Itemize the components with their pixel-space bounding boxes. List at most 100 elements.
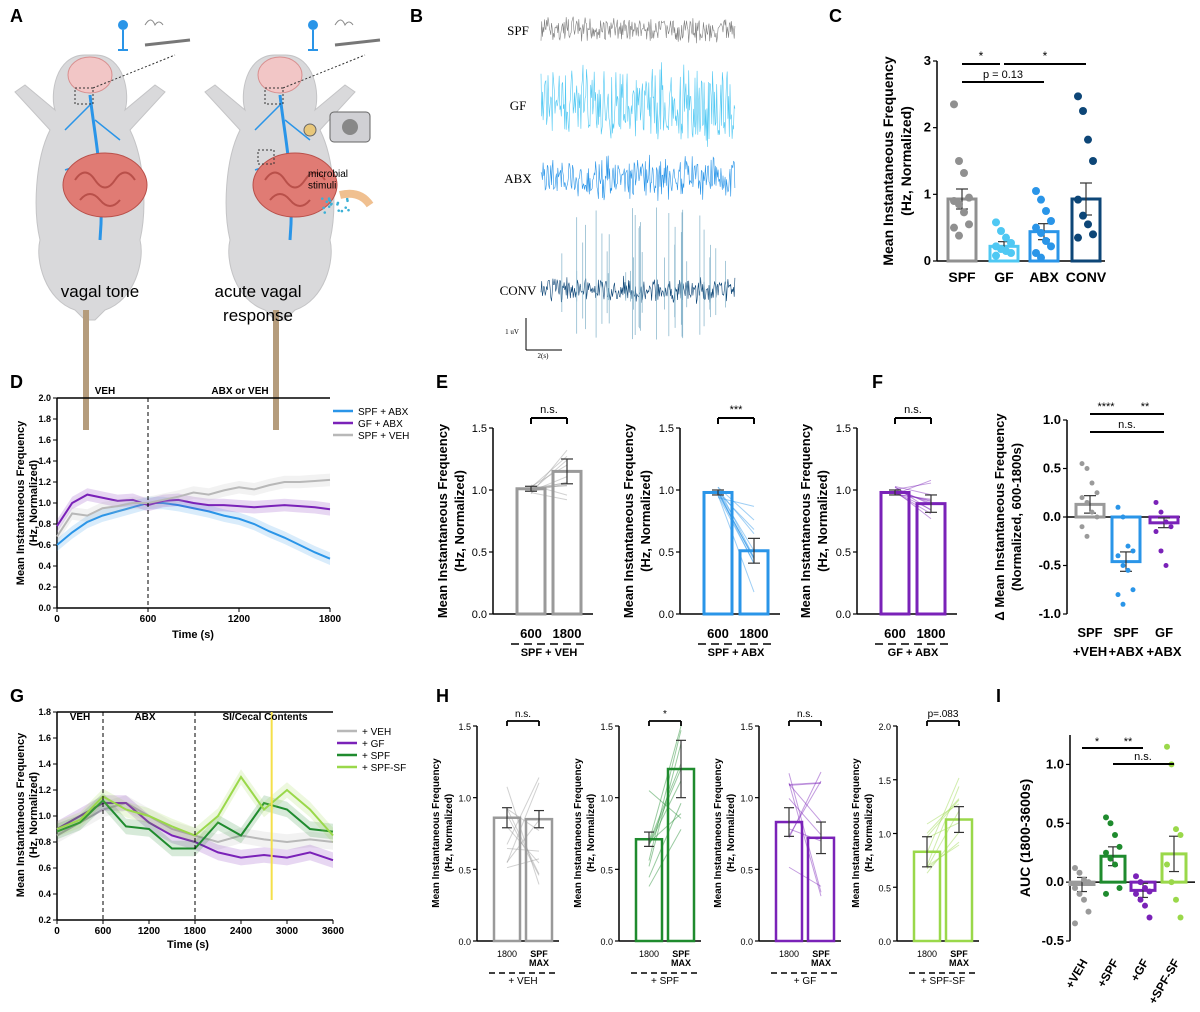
data-point	[965, 220, 973, 228]
label-line: MAX	[529, 958, 549, 968]
y-tick-label: 1.5	[659, 423, 674, 435]
y-tick-label: 0	[924, 253, 931, 268]
data-point	[1047, 242, 1055, 250]
data-point	[1077, 870, 1083, 876]
data-point	[1095, 515, 1100, 520]
data-point	[1173, 826, 1179, 832]
spike-icon	[335, 20, 353, 25]
y-axis-title: Δ Mean Instantaneous Frequency (Normalize…	[992, 413, 1024, 621]
y-tick-label: 1.2	[38, 785, 51, 795]
data-point	[1072, 865, 1078, 871]
y-tick-label: 1.5	[472, 423, 487, 435]
y-tick-label: -1.0	[1039, 606, 1061, 621]
bar	[517, 489, 545, 614]
y-tick-label: 0.0	[659, 609, 674, 621]
panel-letter-i: I	[996, 686, 1001, 706]
y-tick-label: 0.5	[659, 547, 674, 559]
label-line: +ABX	[1146, 644, 1181, 659]
x-tick-label: 0	[54, 614, 60, 625]
phase-label: SI/Cecal Contents	[222, 712, 307, 723]
villi-icon	[340, 194, 370, 205]
subject-line	[927, 800, 959, 837]
phase-label: VEH	[70, 712, 91, 723]
panel-letter-b: B	[410, 6, 423, 26]
data-point	[1103, 814, 1109, 820]
data-point	[997, 227, 1005, 235]
data-point	[1169, 524, 1174, 529]
panel-c-chart: 0123Mean Instantaneous Frequency (Hz, Nor…	[880, 49, 1107, 285]
data-point	[1007, 239, 1015, 247]
label-line: microbial	[308, 169, 348, 180]
data-point	[1164, 563, 1169, 568]
panel-d-chart: 0.0 0.2 0.4 0.6 0.8 1.0 1.2 1.4 1.6 1.8 2.0 0 600 120…	[15, 386, 409, 641]
sig-label: n.s.	[515, 709, 531, 720]
data-point	[1084, 136, 1092, 144]
data-point	[1112, 861, 1118, 867]
label-line: Mean Instantaneous Frequency	[15, 732, 27, 897]
bar	[917, 504, 945, 614]
label-line: +ABX	[1108, 644, 1143, 659]
label-line: Mean Instantaneous Frequency	[435, 423, 450, 618]
subject-line	[718, 491, 754, 551]
label-line: MAX	[671, 958, 691, 968]
trace-gf	[541, 62, 735, 147]
group-label: + VEH	[508, 976, 537, 987]
y-axis-title: Mean Instantaneous Frequency(Hz, Normali…	[435, 423, 467, 618]
data-point	[1159, 548, 1164, 553]
bar	[636, 839, 662, 941]
label-line: (Hz, Normalized)	[28, 772, 40, 859]
microbe-dot	[328, 205, 331, 208]
neuron-axon	[118, 30, 128, 50]
y-tick-label: 1.6	[38, 733, 51, 743]
y-tick-label: 3	[924, 53, 931, 68]
data-point	[1089, 230, 1097, 238]
data-point	[1116, 553, 1121, 558]
legend-label: + GF	[362, 739, 385, 750]
label-line: (Hz, Normalized)	[28, 460, 40, 547]
label-line: (Hz, Normalized)	[815, 470, 830, 572]
y-tick-label: 1.0	[836, 485, 851, 497]
microbe-dot	[337, 202, 340, 205]
y-tick-label: 1.5	[458, 722, 471, 732]
y-axis-title: Mean Instantaneous Frequency(Hz, Normali…	[15, 732, 40, 897]
y-tick-label: 1.0	[1046, 756, 1064, 771]
microbe-dot	[325, 201, 328, 204]
data-point	[1116, 505, 1121, 510]
y-tick-label: 0.5	[458, 865, 471, 875]
neuron-icon	[308, 20, 318, 30]
trace-label-conv: CONV	[500, 283, 537, 298]
subject-line	[927, 842, 959, 868]
y-tick-label: 1.5	[878, 776, 891, 786]
x-tick-label: 600	[140, 614, 157, 625]
data-point	[960, 208, 968, 216]
bar	[526, 819, 552, 941]
sig-label: *	[1095, 736, 1100, 748]
data-point	[1116, 592, 1121, 597]
data-point	[1074, 196, 1082, 204]
group-label: SPF + VEH	[521, 647, 578, 659]
data-point	[1074, 234, 1082, 242]
label-line: SPF	[1113, 625, 1138, 640]
group-label: + SPF-SF	[921, 976, 965, 987]
data-point	[1089, 157, 1097, 165]
spike-icon	[145, 20, 163, 25]
y-tick-label: 1.0	[659, 485, 674, 497]
y-tick-label: 0.0	[878, 937, 891, 947]
mouse-left	[15, 20, 190, 430]
scalebar-y-label: 1 uV	[505, 328, 519, 336]
data-point	[1095, 490, 1100, 495]
x-tick-label: 600	[707, 626, 729, 641]
y-tick-label: 1.0	[458, 794, 471, 804]
mouse-right	[205, 20, 380, 430]
y-tick-label: 1.0	[38, 498, 51, 508]
subject-line	[927, 799, 959, 834]
subject-line	[507, 787, 539, 885]
sig-label: *	[979, 49, 984, 63]
data-point	[1126, 568, 1131, 573]
label-line: Δ Mean Instantaneous Frequency	[992, 413, 1007, 621]
label-line: +VEH	[1073, 644, 1107, 659]
y-tick-label: 1.6	[38, 435, 51, 445]
data-point	[955, 157, 963, 165]
y-tick-label: 0.8	[38, 837, 51, 847]
